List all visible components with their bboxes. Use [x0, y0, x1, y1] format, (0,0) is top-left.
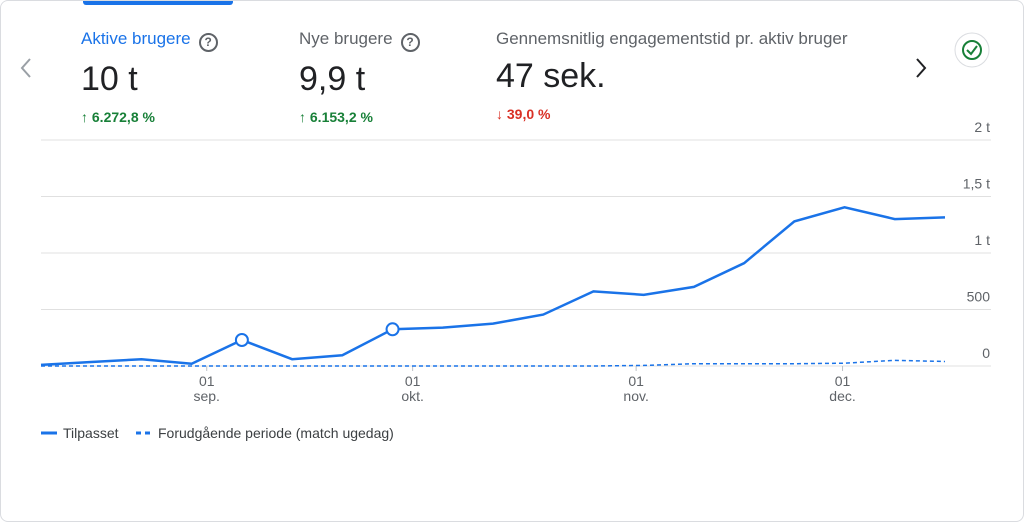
metric[interactable]: Gennemsnitlig engagementstid pr. aktiv b… [496, 29, 848, 122]
metric[interactable]: Aktive brugere? 10 t ↑ 6.272,8 % [81, 29, 218, 125]
check-icon [966, 45, 978, 56]
legend-label: Forudgående periode (match ugedag) [158, 425, 394, 441]
metric-value: 47 sek. [496, 57, 606, 95]
metric-change: ↓ 39,0 % [496, 106, 848, 122]
x-tick-label: 01 sep. [193, 373, 219, 404]
change-text: 6.153,2 % [309, 109, 373, 125]
metric-label: Aktive brugere? [81, 29, 218, 52]
y-tick-label: 1 t [974, 232, 990, 248]
next-arrow[interactable] [916, 58, 927, 78]
metric-change: ↑ 6.153,2 % [299, 109, 420, 125]
y-tick-label: 500 [967, 289, 991, 305]
metric[interactable]: Nye brugere? 9,9 t ↑ 6.153,2 % [299, 29, 420, 125]
y-tick-label: 2 t [974, 119, 990, 135]
help-icon[interactable]: ? [198, 33, 218, 52]
line [41, 359, 946, 367]
metric-value: 9,9 t [299, 60, 366, 98]
point-marker [234, 333, 249, 348]
line [40, 205, 946, 367]
y-tick-label: 0 [982, 345, 990, 361]
x-tick-label: 01 nov. [623, 373, 648, 404]
trend-arrow: ↑ [81, 109, 92, 125]
metric-label: Nye brugere? [299, 29, 420, 52]
trend-arrow: ↓ [496, 106, 507, 122]
change-text: 39,0 % [506, 106, 551, 122]
x-tick-label: 01 dec. [829, 373, 855, 404]
metric-value: 10 t [81, 60, 138, 98]
check-icon [962, 40, 982, 60]
x-tick-label: 01 okt. [401, 373, 424, 404]
trend-arrow: ↑ [299, 109, 310, 125]
status-button[interactable] [954, 32, 990, 68]
help-icon[interactable]: ? [400, 33, 420, 52]
active-tab-bar [83, 1, 233, 5]
prev-arrow[interactable] [20, 58, 31, 78]
y-tick-label: 1,5 t [963, 176, 990, 192]
legend-label: Tilpasset [63, 425, 119, 441]
point-marker [385, 322, 400, 337]
metric-label: Gennemsnitlig engagementstid pr. aktiv b… [496, 29, 848, 48]
metric-change: ↑ 6.272,8 % [81, 109, 218, 125]
change-text: 6.272,8 % [91, 109, 155, 125]
